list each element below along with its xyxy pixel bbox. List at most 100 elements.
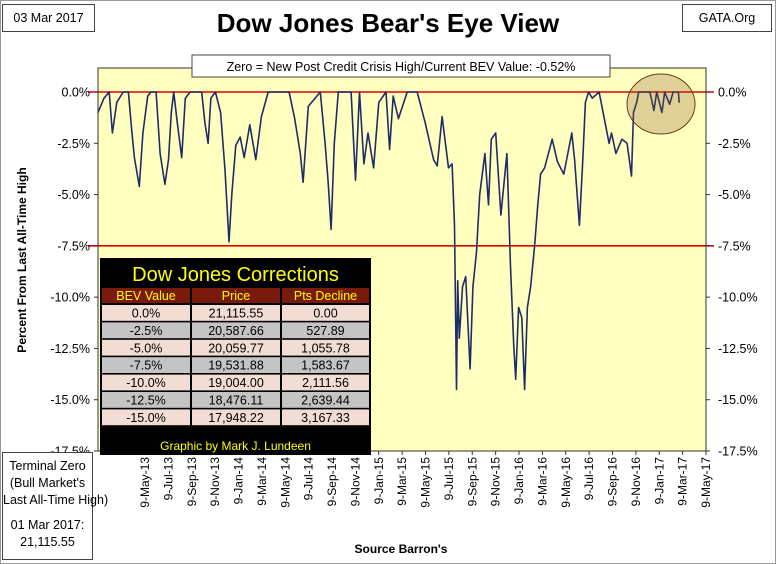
table-cell-value: 2,111.56 (302, 376, 349, 390)
y-tick-label-right: -17.5% (718, 445, 758, 459)
x-tick-label: 9-Nov-16 (629, 457, 643, 507)
terminal-line: (Bull Market's (9, 476, 86, 490)
table-cell (102, 357, 190, 373)
table-header-label: BEV Value (116, 289, 176, 303)
table-cell-value: 1,055.78 (301, 341, 350, 355)
date-label: 03 Mar 2017 (13, 11, 84, 25)
y-tick-label-right: -5.0% (718, 188, 751, 202)
x-tick-label: 9-Jan-14 (232, 457, 246, 505)
table-cell (282, 357, 369, 373)
source-site-box: GATA.Org (682, 4, 772, 32)
table-header-label: Pts Decline (294, 289, 357, 303)
table-cell-value: -15.0% (126, 411, 166, 425)
x-tick-label: 9-Sep-14 (325, 457, 339, 507)
table-cell-value: 20,587.66 (208, 324, 264, 338)
table-cell (282, 305, 369, 321)
x-tick-label: 9-Jan-15 (372, 457, 386, 505)
table-cell (102, 409, 190, 426)
table-cell-value: 1,583.67 (301, 359, 350, 373)
subtitle-box (191, 54, 611, 78)
y-tick-label-right: -10.0% (718, 291, 758, 305)
table-cell-value: 3,167.33 (301, 411, 350, 425)
y-tick-label-right: 0.0% (718, 86, 747, 100)
x-tick-label: 9-Mar-15 (395, 457, 409, 506)
dow-bev-line (97, 91, 680, 391)
x-tick-label: 9-Sep-13 (185, 457, 199, 507)
x-tick-label: 9-Mar-17 (676, 457, 690, 506)
x-tick-label: 9-Nov-15 (489, 457, 503, 507)
table-cell (102, 305, 190, 321)
table-header-cell (282, 288, 369, 303)
y-tick-label-right: -2.5% (718, 137, 751, 151)
table-cell-value: -10.0% (126, 376, 166, 390)
x-tick-label: 9-Jul-14 (302, 457, 316, 501)
y-tick-label-right: -12.5% (718, 342, 758, 356)
x-tick-label: 9-Mar-16 (535, 457, 549, 506)
table-cell (192, 374, 280, 391)
terminal-line: 21,115.55 (20, 535, 75, 549)
table-credit: Graphic by Mark J. Lundeen (160, 439, 311, 453)
table-cell-value: 20,059.77 (208, 341, 264, 355)
table-cell (102, 374, 190, 391)
source-site-label: GATA.Org (698, 11, 756, 25)
x-tick-label: 9-May-15 (419, 457, 433, 508)
terminal-line: 01 Mar 2017: (10, 518, 85, 532)
x-tick-label: 9-Sep-15 (465, 457, 479, 507)
y-tick-label-left: -10.0% (50, 291, 90, 305)
x-tick-label: 9-May-13 (138, 457, 152, 508)
x-tick-label: 9-Nov-14 (348, 457, 362, 507)
table-cell (282, 322, 369, 339)
x-tick-label: 9-Jul-15 (442, 457, 456, 501)
y-axis-label: Percent From Last All-Time High (15, 167, 29, 352)
table-cell (192, 305, 280, 321)
table-cell (282, 339, 369, 356)
table-cell-value: 19,531.88 (208, 359, 264, 373)
table-cell-value: -12.5% (126, 394, 166, 408)
y-tick-label-left: -12.5% (50, 342, 90, 356)
y-tick-label-left: -2.5% (57, 137, 90, 151)
date-box: 03 Mar 2017 (2, 4, 95, 32)
table-cell-value: 19,004.00 (208, 376, 264, 390)
table-cell-value: -5.0% (130, 341, 163, 355)
corrections-table-title: Dow Jones Corrections (132, 264, 339, 286)
table-cell (282, 409, 369, 426)
table-cell-value: 527.89 (306, 324, 344, 338)
chart-title: Dow Jones Bear's Eye View (216, 8, 560, 38)
table-cell (102, 392, 190, 408)
x-tick-label: 9-Mar-14 (255, 457, 269, 506)
y-tick-label-right: -15.0% (718, 393, 758, 407)
x-tick-label: 9-Jul-13 (161, 457, 175, 501)
table-cell (192, 392, 280, 408)
table-cell-value: 0.0% (132, 307, 161, 321)
table-cell-value: 17,948.22 (208, 411, 264, 425)
table-cell (192, 409, 280, 426)
table-cell (102, 339, 190, 356)
x-tick-label: 9-May-17 (699, 457, 713, 508)
x-tick-label: 9-May-16 (559, 457, 573, 508)
table-cell-value: 2,639.44 (301, 394, 350, 408)
table-header-cell (102, 288, 190, 303)
table-cell (102, 322, 190, 339)
x-tick-label: 9-Sep-16 (606, 457, 620, 507)
y-tick-label-left: 0.0% (62, 86, 91, 100)
table-cell-value: 21,115.55 (209, 307, 264, 321)
x-tick-label: 9-Nov-13 (208, 457, 222, 507)
y-tick-label-left: -15.0% (50, 393, 90, 407)
table-cell-value: -7.5% (130, 359, 163, 373)
table-cell-value: -2.5% (130, 324, 163, 338)
table-cell (192, 339, 280, 356)
table-cell (282, 374, 369, 391)
y-tick-label-left: -5.0% (57, 188, 90, 202)
x-axis-label: Source Barron's (355, 542, 448, 556)
table-header-label: Price (222, 289, 251, 303)
table-cell-value: 0.00 (313, 307, 337, 321)
terminal-zero-box: Terminal Zero (Bull Market's Last All-Ti… (2, 452, 109, 560)
y-tick-label-left: -7.5% (57, 239, 90, 253)
x-tick-label: 9-May-14 (278, 457, 292, 508)
terminal-line: Last All-Time High) (3, 493, 109, 507)
table-header-cell (192, 288, 280, 303)
chart-subtitle: Zero = New Post Credit Crisis High/Curre… (227, 60, 576, 74)
x-tick-label: 9-Jul-16 (582, 457, 596, 501)
corrections-table (100, 258, 371, 455)
